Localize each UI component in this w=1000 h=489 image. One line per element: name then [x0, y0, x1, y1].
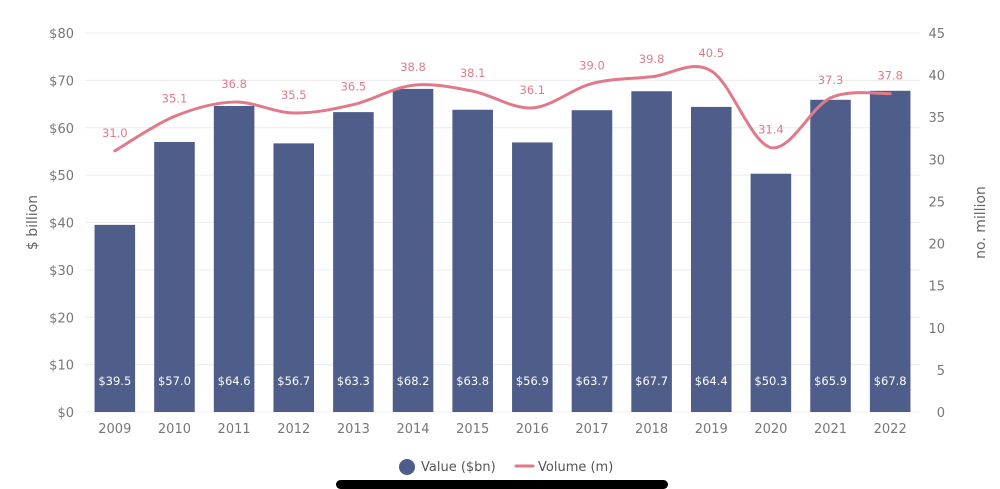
bar-data-label: $56.7 [277, 374, 310, 388]
x-tick-label: 2009 [98, 422, 131, 437]
y-tick-label-right: 45 [928, 27, 945, 42]
x-tick-label: 2015 [456, 422, 489, 437]
home-indicator-bar [336, 480, 668, 489]
bar-2010 [154, 141, 195, 412]
line-data-label: 35.5 [281, 88, 307, 102]
line-data-label: 31.0 [102, 126, 128, 140]
legend: Value ($bn) Volume (m) [399, 459, 613, 475]
legend-label-volume: Volume (m) [538, 460, 613, 475]
y-tick-label-left: $60 [49, 122, 74, 137]
x-tick-label: 2021 [814, 422, 847, 437]
bar-data-label: $67.8 [874, 374, 907, 388]
bar-2018 [631, 91, 672, 413]
x-tick-label: 2019 [695, 422, 728, 437]
bar-data-label: $64.6 [218, 374, 251, 388]
x-tick-label: 2016 [516, 422, 549, 437]
bar-2014 [392, 88, 434, 412]
y-axis-title-left: $ billion [25, 195, 41, 250]
y-tick-label-right: 30 [928, 153, 945, 168]
line-data-label: 38.8 [400, 60, 426, 74]
volume-line [113, 65, 892, 153]
y-tick-label-right: 35 [928, 111, 945, 126]
line-data-label: 31.4 [758, 123, 784, 137]
bar-2022 [869, 90, 911, 413]
y-tick-label-left: $70 [49, 74, 74, 89]
bar-2011 [213, 105, 255, 413]
bar-2015 [452, 109, 493, 412]
y-tick-label-left: $40 [49, 217, 74, 232]
y-tick-label-left: $30 [49, 264, 74, 279]
x-tick-label: 2018 [635, 422, 668, 437]
line-data-label: 37.8 [877, 69, 903, 83]
bar-data-label: $68.2 [397, 374, 430, 388]
y-tick-label-left: $80 [49, 27, 74, 42]
x-tick-label: 2014 [396, 422, 429, 437]
y-tick-label-left: $50 [49, 169, 74, 184]
legend-swatch-value [399, 459, 415, 475]
bar-data-label: $65.9 [814, 374, 847, 388]
y-tick-label-right: 25 [928, 195, 945, 210]
x-tick-label: 2010 [158, 422, 191, 437]
x-tick-label: 2011 [218, 422, 251, 437]
bar-2012 [273, 143, 315, 413]
legend-label-value: Value ($bn) [421, 460, 496, 475]
bar-2021 [810, 99, 851, 412]
bar-data-label: $67.7 [635, 374, 668, 388]
x-tick-label: 2022 [874, 422, 907, 437]
bar-data-label: $64.4 [695, 374, 728, 388]
y-axis-title-right: no. million [973, 186, 989, 259]
line-data-label: 40.5 [698, 46, 724, 60]
bar-data-label: $56.9 [516, 374, 549, 388]
y-tick-label-right: 10 [928, 322, 945, 337]
y-tick-label-right: 0 [937, 406, 945, 421]
bar-data-label: $63.7 [575, 374, 608, 388]
y-tick-label-left: $0 [57, 406, 74, 421]
line-data-label: 35.1 [162, 91, 188, 105]
x-tick-label: 2020 [754, 422, 787, 437]
bar-2013 [333, 112, 374, 413]
line-data-label: 36.5 [341, 80, 367, 94]
bar-data-label: $63.3 [337, 374, 370, 388]
x-tick-label: 2017 [575, 422, 608, 437]
bar-2020 [750, 173, 792, 412]
y-tick-label-right: 15 [928, 280, 945, 295]
bar-data-label: $50.3 [754, 374, 787, 388]
line-data-label: 38.1 [460, 66, 486, 80]
y-tick-label-right: 20 [928, 238, 945, 253]
x-tick-label: 2013 [337, 422, 370, 437]
y-tick-label-right: 40 [928, 69, 945, 84]
line-series: 31.0 35.1 36.8 35.5 36.5 38.8 38.1 36.1 39.0 39.8… [102, 46, 903, 153]
y-tick-label-left: $20 [49, 311, 74, 326]
line-data-label: 36.8 [221, 77, 247, 91]
line-data-label: 39.8 [639, 52, 665, 66]
axes: $0 $10 $20 $30 $40 $50 $60 $70 $80 0 5 10 15 20 25 30 35… [25, 27, 989, 437]
y-tick-label-right: 5 [937, 364, 945, 379]
line-data-label: 37.3 [818, 73, 844, 87]
bar-2009 [94, 224, 136, 412]
line-data-label: 39.0 [579, 59, 605, 73]
y-tick-label-left: $10 [49, 359, 74, 374]
bar-data-label: $57.0 [158, 374, 191, 388]
bar-2017 [571, 110, 613, 412]
bar-data-label: $63.8 [456, 374, 489, 388]
bar-2016 [512, 142, 553, 412]
bar-2019 [690, 106, 732, 412]
bar-series: $39.5 $57.0 $64.6 $56.7 $63.3 $68.2 $63.8 $56.9… [94, 88, 911, 413]
x-tick-label: 2012 [277, 422, 310, 437]
line-data-label: 36.1 [520, 83, 546, 97]
gridlines [85, 32, 920, 413]
bar-data-label: $39.5 [98, 374, 131, 388]
